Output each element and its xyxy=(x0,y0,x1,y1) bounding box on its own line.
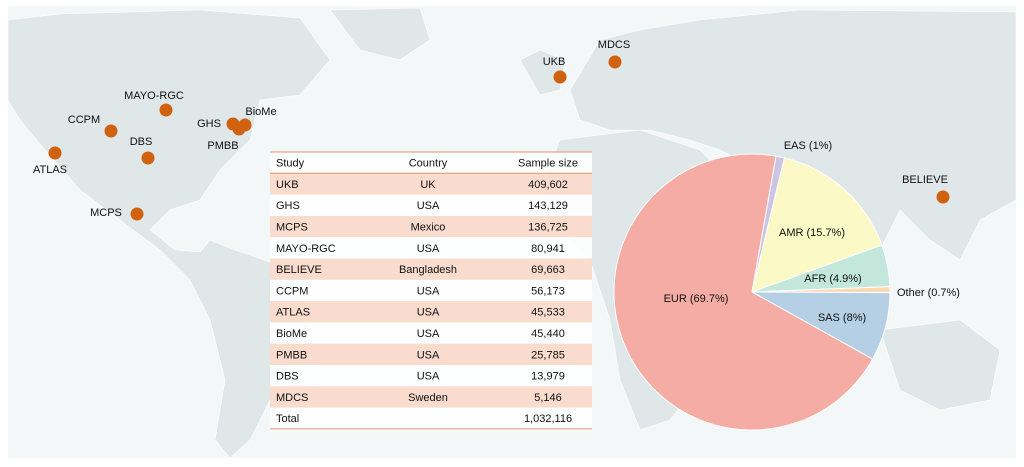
site-label: DBS xyxy=(130,136,153,148)
table-cell: BELIEVE xyxy=(276,264,322,276)
site-label: MAYO-RGC xyxy=(124,90,184,102)
slice-label: EUR (69.7%) xyxy=(664,293,729,305)
site-label: BioMe xyxy=(245,106,276,118)
table-cell: 69,663 xyxy=(531,264,565,276)
site-marker xyxy=(130,207,144,221)
site-marker xyxy=(141,151,155,165)
slice-label: Other (0.7%) xyxy=(897,287,960,299)
slice-label: SAS (8%) xyxy=(818,312,866,324)
slice-label: EAS (1%) xyxy=(784,140,832,152)
slice-label: AFR (4.9%) xyxy=(804,273,861,285)
site-marker xyxy=(159,103,173,117)
table-cell: Bangladesh xyxy=(399,264,457,276)
pie-slice xyxy=(751,157,883,293)
row-shade xyxy=(270,301,592,323)
table-cell: Mexico xyxy=(411,221,446,233)
table-cell: 5,146 xyxy=(534,392,562,404)
table-cell: UK xyxy=(420,179,436,191)
site-marker xyxy=(608,55,622,69)
site-label: GHS xyxy=(197,118,221,130)
site-marker xyxy=(232,122,246,136)
table-cell: 409,602 xyxy=(528,179,568,191)
table-cell: 45,533 xyxy=(531,307,565,319)
row-shade xyxy=(270,258,592,280)
table-cell: 25,785 xyxy=(531,349,565,361)
table-cell: PMBB xyxy=(276,349,307,361)
slice-label: AMR (15.7%) xyxy=(779,227,845,239)
site-label: CCPM xyxy=(68,114,100,126)
site-label: PMBB xyxy=(207,140,238,152)
table-cell: CCPM xyxy=(276,285,308,297)
row-shade xyxy=(270,173,592,195)
site-marker xyxy=(104,124,118,138)
table-cell: MAYO-RGC xyxy=(276,243,336,255)
table-cell: USA xyxy=(417,349,440,361)
site-label: BELIEVE xyxy=(902,174,948,186)
table-cell: DBS xyxy=(276,371,299,383)
table-cell: 1,032,116 xyxy=(524,413,572,425)
table-cell: BioMe xyxy=(276,328,307,340)
table-cell: 136,725 xyxy=(528,221,568,233)
table-cell: 56,173 xyxy=(531,285,565,297)
table-cell: USA xyxy=(417,200,440,212)
table-cell: USA xyxy=(417,328,440,340)
table-header: Country xyxy=(409,158,448,170)
table-cell: 13,979 xyxy=(531,371,565,383)
table-cell: 80,941 xyxy=(531,243,565,255)
site-marker xyxy=(936,190,950,204)
table-cell: USA xyxy=(417,371,440,383)
table-cell: 143,129 xyxy=(528,200,568,212)
table-cell: USA xyxy=(417,285,440,297)
table-cell: 45,440 xyxy=(531,328,565,340)
table-cell: GHS xyxy=(276,200,300,212)
table-cell: UKB xyxy=(276,179,299,191)
site-marker xyxy=(48,146,62,160)
table-background xyxy=(270,152,592,431)
site-marker xyxy=(553,70,567,84)
table-cell: MCPS xyxy=(276,221,308,233)
table-cell: Sweden xyxy=(408,392,448,404)
table-cell: ATLAS xyxy=(276,307,310,319)
pie-slice xyxy=(613,153,874,431)
table-cell: Total xyxy=(276,413,299,425)
site-label: UKB xyxy=(543,56,566,68)
site-label: ATLAS xyxy=(33,164,67,176)
row-shade xyxy=(270,215,592,238)
row-shade xyxy=(270,343,592,365)
site-label: MCPS xyxy=(90,207,122,219)
table-cell: USA xyxy=(417,243,440,255)
table-header: Study xyxy=(276,158,305,170)
table-header: Sample size xyxy=(518,158,578,170)
table-cell: USA xyxy=(417,307,440,319)
table-cell: MDCS xyxy=(276,392,308,404)
row-shade xyxy=(270,386,592,408)
site-label: MDCS xyxy=(598,39,630,51)
